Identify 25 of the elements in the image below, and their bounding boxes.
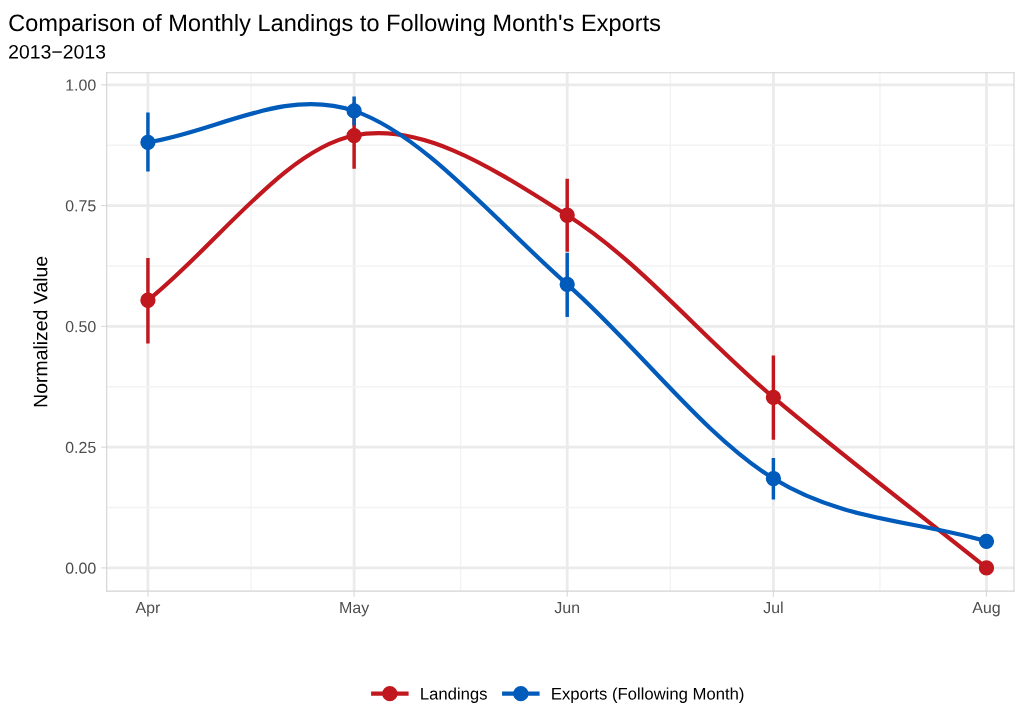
point xyxy=(765,470,782,487)
chart-subtitle: 2013−2013 xyxy=(9,44,106,59)
legend-label: Landings xyxy=(421,687,487,703)
point xyxy=(140,292,156,308)
x-tick-label: Jul xyxy=(763,601,783,614)
point xyxy=(978,533,995,549)
y-tick-label: 0.50 xyxy=(65,320,96,333)
x-tick-label: May xyxy=(340,602,370,617)
x-tick-label: Apr xyxy=(135,602,161,617)
y-tick-label: 1.00 xyxy=(66,79,96,91)
legend-label: Exports (Following Month) xyxy=(552,687,744,703)
y-tick-label: 0.00 xyxy=(65,562,96,574)
point xyxy=(559,207,575,223)
point xyxy=(140,134,156,150)
y-tick-label: 0.75 xyxy=(65,200,96,212)
x-tick-label: Aug xyxy=(972,602,1000,617)
point xyxy=(559,276,575,292)
point xyxy=(346,127,362,144)
point xyxy=(346,103,362,119)
y-tick-label: 0.25 xyxy=(65,441,96,454)
point xyxy=(978,560,995,576)
chart-title: Comparison of Monthly Landings to Following Month's Exports xyxy=(9,13,661,36)
x-tick-label: Jun xyxy=(554,602,580,614)
y-axis-title: Normalized Value xyxy=(33,256,48,407)
point xyxy=(765,389,782,405)
